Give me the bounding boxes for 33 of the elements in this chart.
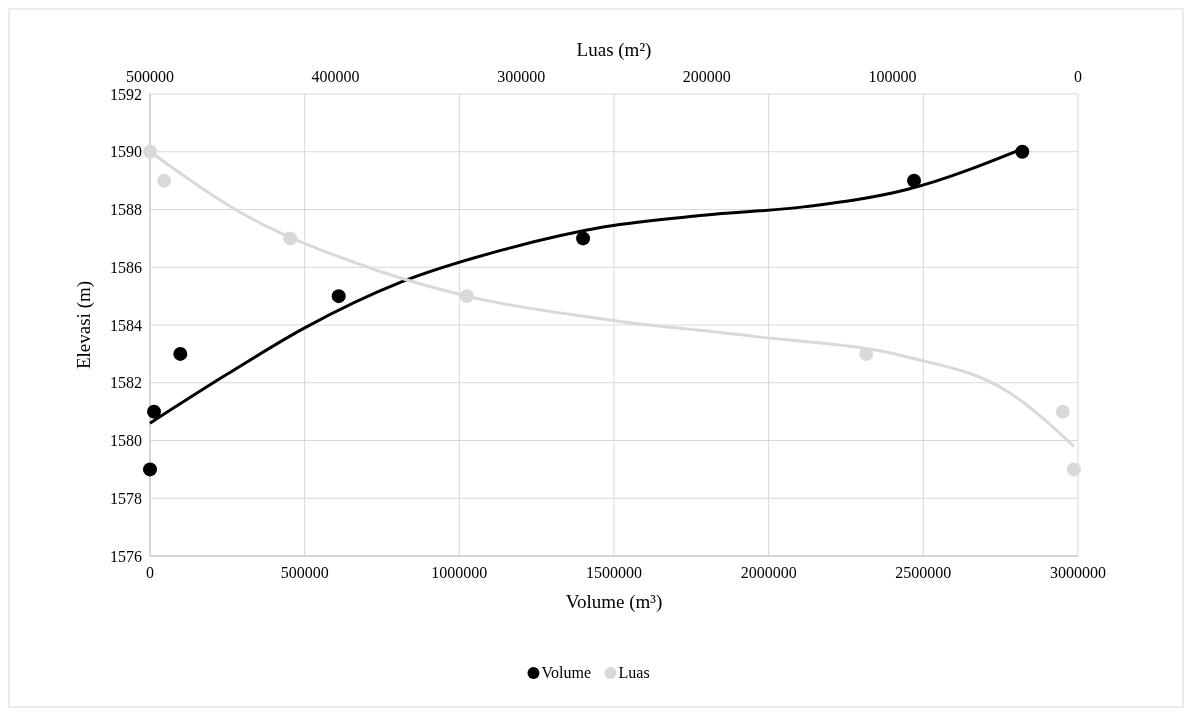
x2-tick-label: 300000: [497, 68, 546, 85]
x-tick-label: 2500000: [895, 564, 952, 581]
point: [576, 231, 591, 246]
y-tick-label: 1588: [110, 201, 142, 219]
x2-tick-label: 100000: [868, 68, 917, 85]
x-tick-label: 3000000: [1050, 564, 1106, 581]
y-tick-label: 1576: [110, 547, 142, 565]
x-axis-title: Volume (m³): [565, 591, 663, 613]
x2-tick-label: 0: [1074, 68, 1082, 85]
y-tick-label: 1590: [110, 143, 142, 161]
x-tick-label: 1000000: [431, 564, 488, 581]
x2-axis-title: Luas (m²): [576, 39, 652, 61]
point: [907, 173, 922, 188]
point: [331, 289, 346, 304]
x-tick-label: 2000000: [740, 564, 797, 581]
y-tick-label: 1582: [110, 374, 142, 392]
legend-label: Luas: [618, 664, 650, 681]
x2-tick-label: 200000: [682, 68, 731, 85]
x-tick-label: 1500000: [586, 564, 642, 581]
legend-label: Volume: [541, 664, 591, 681]
point: [147, 404, 162, 419]
point: [143, 462, 157, 477]
y-tick-label: 1586: [110, 258, 142, 276]
y-tick-label: 1580: [110, 432, 142, 450]
x2-tick-label: 500000: [126, 68, 174, 85]
x-tick-label: 500000: [280, 564, 329, 581]
point: [173, 346, 188, 361]
y-tick-label: 1578: [110, 489, 142, 507]
y-tick-label: 1584: [110, 316, 142, 334]
y-tick-label: 1592: [110, 85, 142, 103]
x-tick-label: 0: [146, 564, 154, 581]
y-axis-title: Elevasi (m): [73, 280, 95, 370]
x2-tick-label: 400000: [311, 68, 360, 85]
